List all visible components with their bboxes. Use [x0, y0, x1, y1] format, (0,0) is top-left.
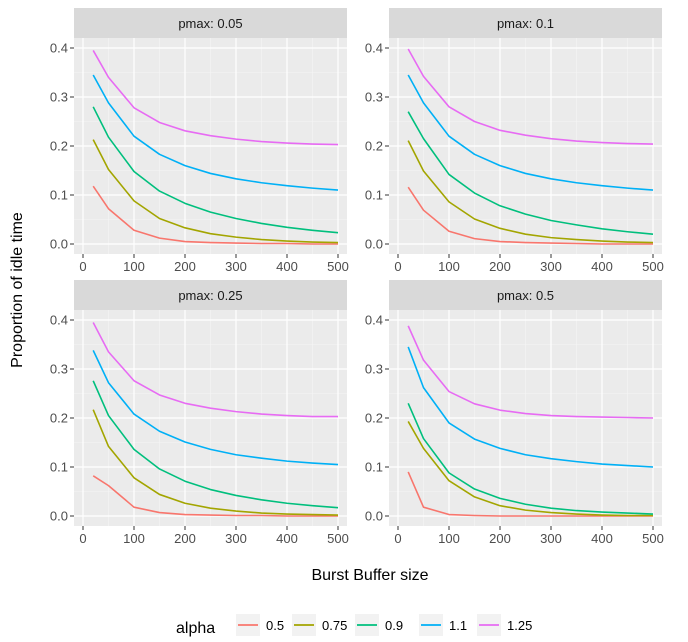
x-tick-label: 100: [123, 531, 145, 546]
series-line-alpha-0.75: [407, 140, 654, 244]
x-tick-label: 0: [394, 531, 401, 546]
series-line-alpha-0.9: [92, 106, 339, 234]
y-tick-label: 0.3: [365, 90, 383, 105]
x-tick-label: 300: [540, 259, 562, 274]
y-tick-label: 0.3: [50, 90, 68, 105]
legend-label: 1.25: [507, 618, 532, 633]
legend-label: 1.1: [449, 618, 467, 633]
y-tick-label: 0.2: [365, 139, 383, 154]
legend-label: 0.9: [385, 618, 403, 633]
series-line-alpha-1.1: [92, 350, 339, 466]
y-tick-label: 0.2: [50, 139, 68, 154]
facet-panel: pmax: 0.25 0.0 0.1 0.2 0.3 0.4 0 100 200 300 400 50…: [50, 280, 349, 546]
y-tick-label: 0.3: [365, 362, 383, 377]
x-tick-label: 300: [540, 531, 562, 546]
series-line-alpha-0.75: [92, 409, 339, 516]
y-tick-label: 0.0: [365, 509, 383, 524]
y-tick-label: 0.4: [50, 313, 68, 328]
panels-layer: pmax: 0.05 0.0 0.1 0.2 0.3 0.4 0 100 200 300 400 50…: [50, 8, 664, 546]
x-tick-label: 200: [489, 259, 511, 274]
series-line-alpha-0.5: [407, 186, 653, 245]
y-tick-label: 0.0: [365, 237, 383, 252]
facet-strip-label: pmax: 0.05: [178, 16, 242, 31]
x-tick-label: 300: [225, 531, 247, 546]
x-tick-label: 0: [394, 259, 401, 274]
legend-label: 0.5: [266, 618, 284, 633]
series-line-alpha-0.9: [407, 402, 654, 515]
legend-label: 0.75: [322, 618, 347, 633]
x-tick-label: 500: [327, 531, 349, 546]
legend: alpha 0.5 0.75 0.9 1.1 1.25: [176, 614, 532, 637]
series-line-alpha-0.5: [92, 475, 338, 517]
y-tick-label: 0.4: [50, 41, 68, 56]
x-tick-label: 200: [489, 531, 511, 546]
x-tick-label: 500: [327, 259, 349, 274]
x-tick-label: 400: [276, 531, 298, 546]
series-line-alpha-1.25: [407, 325, 654, 419]
x-tick-label: 400: [591, 259, 613, 274]
y-tick-label: 0.0: [50, 237, 68, 252]
x-tick-label: 0: [79, 259, 86, 274]
legend-title: alpha: [176, 620, 215, 637]
y-tick-label: 0.1: [50, 188, 68, 203]
y-tick-label: 0.4: [365, 41, 383, 56]
x-tick-label: 200: [174, 259, 196, 274]
series-line-alpha-1.1: [407, 74, 654, 191]
facet-strip-label: pmax: 0.5: [497, 288, 554, 303]
y-tick-label: 0.2: [50, 411, 68, 426]
series-line-alpha-0.5: [92, 185, 338, 245]
series-line-alpha-1.25: [92, 50, 339, 146]
series-line-alpha-1.25: [92, 322, 338, 418]
facet-strip: [389, 8, 662, 38]
series-line-alpha-0.9: [92, 380, 339, 509]
y-tick-label: 0.2: [365, 411, 383, 426]
y-axis-title: Proportion of idle time: [9, 212, 26, 368]
x-tick-label: 100: [438, 531, 460, 546]
x-tick-label: 200: [174, 531, 196, 546]
series-line-alpha-1.1: [407, 346, 654, 468]
series-line-alpha-0.75: [407, 421, 653, 517]
series-line-alpha-0.5: [407, 471, 653, 517]
series-line-alpha-0.75: [92, 139, 339, 244]
y-tick-label: 0.0: [50, 509, 68, 524]
facet-panel: pmax: 0.05 0.0 0.1 0.2 0.3 0.4 0 100 200 300 400 50…: [50, 8, 349, 274]
y-tick-label: 0.3: [50, 362, 68, 377]
facet-strip: [74, 280, 347, 310]
y-tick-label: 0.1: [365, 188, 383, 203]
x-tick-label: 500: [642, 259, 664, 274]
x-tick-label: 300: [225, 259, 247, 274]
series-line-alpha-0.9: [407, 111, 654, 235]
series-line-alpha-1.1: [92, 74, 339, 191]
x-tick-label: 500: [642, 531, 664, 546]
facet-strip-label: pmax: 0.1: [497, 16, 554, 31]
y-tick-label: 0.1: [365, 460, 383, 475]
series-line-alpha-1.25: [407, 48, 654, 145]
y-tick-label: 0.4: [365, 313, 383, 328]
y-tick-label: 0.1: [50, 460, 68, 475]
facet-strip: [74, 8, 347, 38]
x-tick-label: 400: [591, 531, 613, 546]
x-tick-label: 100: [123, 259, 145, 274]
facet-panel: pmax: 0.1 0.0 0.1 0.2 0.3 0.4 0 100 200 300 400 500: [365, 8, 664, 274]
x-tick-label: 100: [438, 259, 460, 274]
facet-strip-label: pmax: 0.25: [178, 288, 242, 303]
x-tick-label: 400: [276, 259, 298, 274]
x-axis-title: Burst Buffer size: [311, 567, 428, 584]
facet-strip: [389, 280, 662, 310]
facet-panel: pmax: 0.5 0.0 0.1 0.2 0.3 0.4 0 100 200 300 400 500: [365, 280, 664, 546]
x-tick-label: 0: [79, 531, 86, 546]
